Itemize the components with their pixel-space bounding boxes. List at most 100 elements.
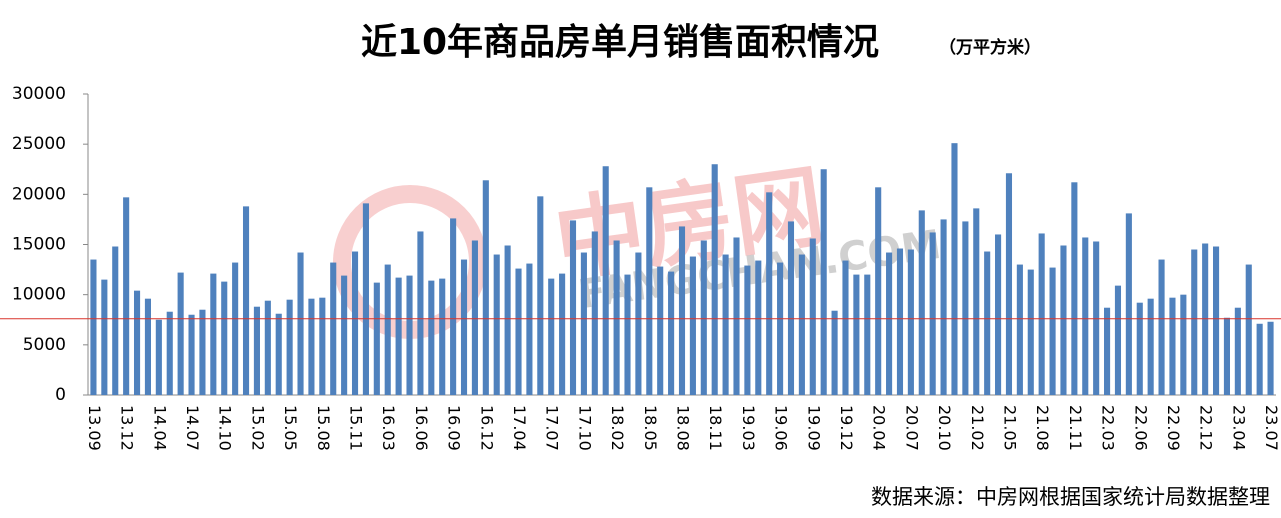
x-tick-label: 23.04 bbox=[1229, 405, 1248, 451]
bar bbox=[166, 311, 173, 395]
bar bbox=[995, 234, 1002, 395]
bar bbox=[504, 245, 511, 395]
x-tick-label: 13.12 bbox=[118, 405, 137, 451]
bar bbox=[112, 246, 119, 395]
bar bbox=[787, 221, 795, 395]
bar bbox=[777, 262, 784, 395]
bar bbox=[177, 272, 184, 395]
bar bbox=[766, 192, 773, 395]
x-tick-label: 16.03 bbox=[379, 405, 398, 451]
x-tick-label: 15.11 bbox=[347, 405, 366, 451]
bar bbox=[341, 275, 348, 395]
x-tick-label: 22.06 bbox=[1131, 405, 1150, 451]
bar bbox=[973, 208, 980, 395]
bar bbox=[559, 273, 566, 395]
x-tick-label: 17.10 bbox=[575, 405, 594, 451]
x-tick-label: 17.07 bbox=[543, 405, 562, 451]
bar bbox=[395, 277, 402, 395]
bar bbox=[493, 254, 500, 395]
x-tick-label: 22.12 bbox=[1197, 405, 1216, 451]
x-tick-label: 21.11 bbox=[1066, 405, 1085, 451]
bar bbox=[929, 232, 936, 395]
bar bbox=[875, 187, 882, 395]
bar bbox=[133, 290, 141, 395]
x-tick-label: 22.03 bbox=[1099, 405, 1118, 451]
bar bbox=[1234, 307, 1241, 395]
bar bbox=[330, 262, 337, 395]
bar bbox=[242, 206, 250, 395]
bar bbox=[406, 275, 413, 395]
bar bbox=[1147, 298, 1154, 395]
x-tick-label: 23.07 bbox=[1262, 405, 1281, 451]
bar bbox=[1191, 249, 1198, 395]
bar bbox=[1180, 294, 1187, 395]
x-tick-label: 19.09 bbox=[804, 405, 823, 451]
bar bbox=[635, 252, 642, 395]
x-tick-label: 21.08 bbox=[1033, 405, 1052, 451]
bar bbox=[362, 203, 369, 395]
bar bbox=[624, 274, 631, 395]
x-tick-label: 14.07 bbox=[183, 405, 202, 451]
bar bbox=[1169, 297, 1176, 395]
x-tick-label: 15.02 bbox=[248, 405, 267, 451]
bar bbox=[591, 231, 598, 395]
bar bbox=[253, 306, 260, 395]
bar bbox=[668, 271, 675, 395]
bar bbox=[439, 278, 446, 395]
bar bbox=[755, 260, 762, 395]
bar bbox=[602, 166, 609, 395]
y-tick-label: 30000 bbox=[12, 84, 66, 104]
bar bbox=[537, 196, 544, 395]
bar bbox=[417, 231, 424, 395]
x-tick-label: 21.02 bbox=[968, 405, 987, 451]
bar bbox=[1158, 259, 1165, 395]
bar bbox=[319, 297, 326, 395]
bar bbox=[144, 298, 151, 395]
chart-title: 近10年商品房单月销售面积情况 bbox=[361, 22, 879, 63]
bar bbox=[286, 299, 293, 395]
y-tick-label: 10000 bbox=[12, 285, 66, 305]
bar bbox=[1093, 241, 1100, 395]
bar bbox=[809, 238, 816, 395]
bar bbox=[155, 319, 162, 395]
x-tick-label: 17.04 bbox=[510, 405, 529, 451]
x-tick-label: 21.05 bbox=[1000, 405, 1019, 451]
bar bbox=[831, 310, 838, 395]
x-tick-label: 16.09 bbox=[445, 405, 464, 451]
x-tick-label: 22.09 bbox=[1164, 405, 1183, 451]
y-tick-label: 20000 bbox=[12, 184, 66, 204]
x-tick-label: 19.03 bbox=[739, 405, 758, 451]
bar bbox=[918, 210, 925, 395]
bar bbox=[613, 240, 620, 395]
bar bbox=[951, 143, 958, 395]
bar bbox=[1049, 267, 1056, 395]
bar bbox=[1082, 237, 1089, 395]
x-tick-label: 13.09 bbox=[85, 405, 104, 451]
bar bbox=[1267, 321, 1274, 395]
bar bbox=[1104, 307, 1111, 395]
bar bbox=[210, 273, 217, 395]
x-tick-label: 19.12 bbox=[837, 405, 856, 451]
y-tick-label: 15000 bbox=[12, 235, 66, 255]
bar bbox=[297, 252, 304, 395]
bar bbox=[1038, 233, 1045, 395]
bar bbox=[646, 187, 653, 395]
bar bbox=[471, 240, 478, 395]
bar bbox=[1256, 323, 1263, 395]
bar bbox=[569, 220, 577, 395]
bar bbox=[657, 266, 664, 395]
bar bbox=[1125, 213, 1132, 395]
bar bbox=[1223, 317, 1231, 395]
bar bbox=[896, 248, 904, 395]
bar bbox=[722, 254, 729, 395]
bar bbox=[264, 300, 271, 395]
bar bbox=[853, 274, 860, 395]
bar bbox=[1245, 264, 1252, 395]
bar bbox=[450, 218, 457, 395]
bar bbox=[275, 313, 282, 395]
bar bbox=[820, 169, 827, 395]
bar bbox=[1202, 243, 1209, 395]
bar bbox=[1213, 246, 1220, 395]
